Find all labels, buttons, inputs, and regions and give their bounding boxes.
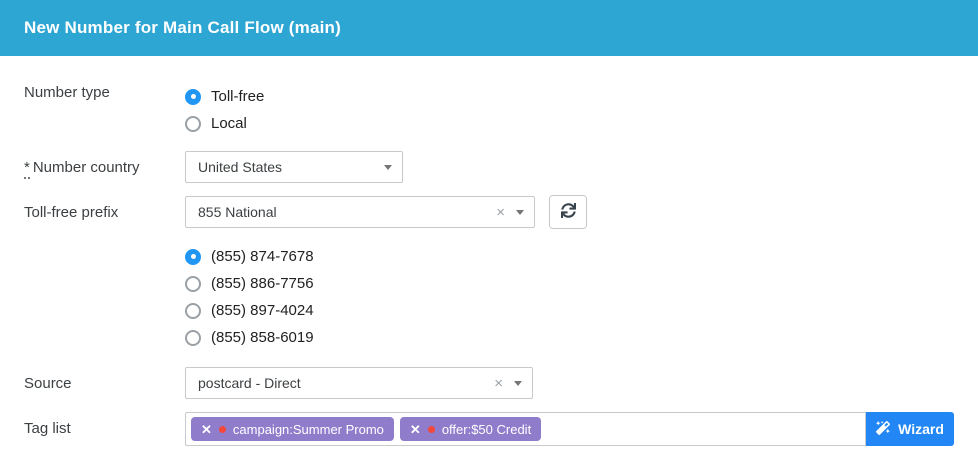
radio-toll-free[interactable]: Toll-free <box>185 83 264 110</box>
radio-unselected-icon <box>185 329 201 346</box>
dialog-title: New Number for Main Call Flow (main) <box>24 18 342 37</box>
tollfree-prefix-label: Toll-free prefix <box>24 204 119 221</box>
phone-number-label: (855) 858-6019 <box>211 329 314 346</box>
number-type-radio-group: Toll-free Local <box>185 83 264 137</box>
clear-icon[interactable]: × <box>494 374 503 392</box>
available-numbers-radio-group: (855) 874-7678 (855) 886-7756 (855) 897-… <box>185 243 314 351</box>
tollfree-prefix-select[interactable]: 855 National × <box>185 196 535 228</box>
tollfree-prefix-value: 855 National <box>198 204 277 220</box>
source-value: postcard - Direct <box>198 375 301 391</box>
dialog-header: New Number for Main Call Flow (main) <box>0 0 978 56</box>
tag-list-row: Tag list ✕ campaign:Summer Promo ✕ offer… <box>24 412 978 446</box>
tag-chip: ✕ offer:$50 Credit <box>399 417 542 441</box>
source-label: Source <box>24 375 72 392</box>
phone-number-label: (855) 897-4024 <box>211 302 314 319</box>
radio-selected-icon <box>185 88 201 105</box>
radio-toll-free-label: Toll-free <box>211 88 265 105</box>
tag-list-input[interactable]: ✕ campaign:Summer Promo ✕ offer:$50 Cred… <box>185 412 866 446</box>
radio-number-2[interactable]: (855) 886-7756 <box>185 270 314 297</box>
number-country-row: * Number country United States <box>24 151 978 183</box>
chevron-down-icon <box>516 209 524 215</box>
radio-unselected-icon <box>185 115 201 132</box>
new-number-form: Number type Toll-free Local * Number coun… <box>0 83 978 446</box>
wizard-button-label: Wizard <box>898 421 944 437</box>
phone-number-label: (855) 874-7678 <box>211 248 314 265</box>
radio-unselected-icon <box>185 275 201 292</box>
refresh-icon <box>560 203 576 221</box>
tollfree-prefix-controls: 855 National × <box>185 195 587 229</box>
tag-chip: ✕ campaign:Summer Promo <box>191 417 394 441</box>
tag-color-dot <box>427 425 435 433</box>
radio-unselected-icon <box>185 302 201 319</box>
source-select[interactable]: postcard - Direct × <box>185 367 533 399</box>
number-country-value: United States <box>198 159 283 175</box>
tollfree-prefix-row: Toll-free prefix 855 National × <box>24 195 978 229</box>
radio-number-4[interactable]: (855) 858-6019 <box>185 324 314 351</box>
radio-local[interactable]: Local <box>185 110 264 137</box>
number-country-select[interactable]: United States <box>185 151 403 183</box>
remove-tag-icon[interactable]: ✕ <box>409 421 421 437</box>
required-marker: * <box>24 159 30 179</box>
phone-number-label: (855) 886-7756 <box>211 275 314 292</box>
radio-number-1[interactable]: (855) 874-7678 <box>185 243 314 270</box>
chevron-down-icon <box>384 164 392 170</box>
available-numbers-row: (855) 874-7678 (855) 886-7756 (855) 897-… <box>24 243 978 351</box>
magic-wand-icon <box>876 420 891 438</box>
number-country-label: * Number country <box>24 151 185 179</box>
radio-number-3[interactable]: (855) 897-4024 <box>185 297 314 324</box>
number-type-row: Number type Toll-free Local <box>24 83 978 137</box>
clear-icon[interactable]: × <box>496 203 505 221</box>
tag-list-controls: ✕ campaign:Summer Promo ✕ offer:$50 Cred… <box>185 412 954 446</box>
tag-color-dot <box>218 425 226 433</box>
wizard-button[interactable]: Wizard <box>866 412 954 446</box>
remove-tag-icon[interactable]: ✕ <box>201 421 212 437</box>
chevron-down-icon <box>514 380 522 386</box>
radio-selected-icon <box>185 248 201 265</box>
refresh-numbers-button[interactable] <box>549 195 587 229</box>
tag-chip-label: campaign:Summer Promo <box>232 421 384 437</box>
radio-local-label: Local <box>211 115 247 132</box>
tag-list-label: Tag list <box>24 420 71 437</box>
number-type-label: Number type <box>24 84 110 101</box>
tag-chip-label: offer:$50 Credit <box>441 421 532 437</box>
source-row: Source postcard - Direct × <box>24 367 978 399</box>
